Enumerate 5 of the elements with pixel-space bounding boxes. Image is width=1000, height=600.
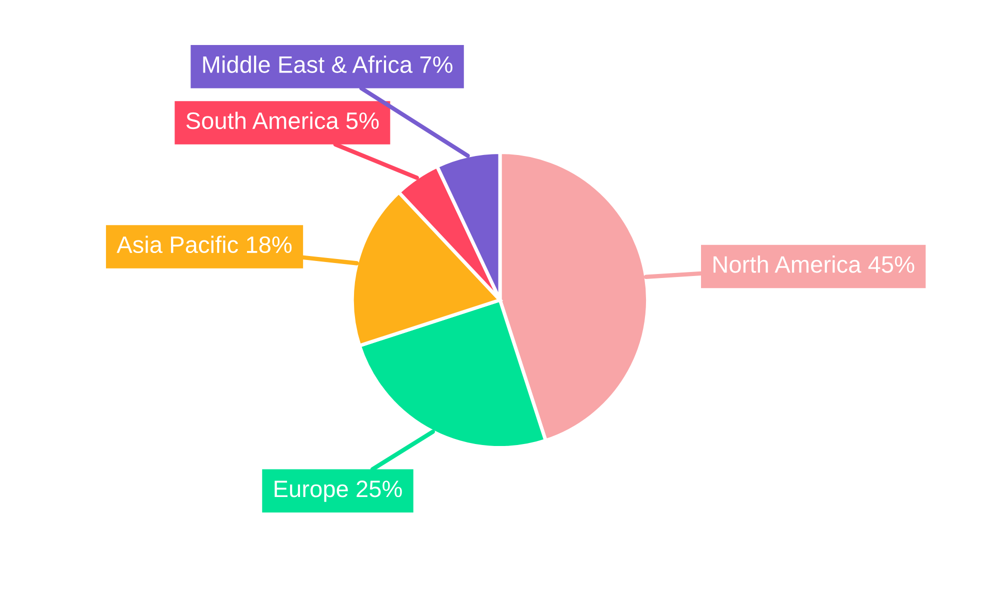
slice-label: North America 45% — [714, 255, 914, 273]
slice-label: Europe 25% — [274, 480, 402, 502]
slice-label: South America 5% — [186, 112, 379, 130]
slice-label: Middle East & Africa 7% — [203, 56, 452, 73]
slice-label: Asia Pacific 18% — [116, 236, 292, 254]
